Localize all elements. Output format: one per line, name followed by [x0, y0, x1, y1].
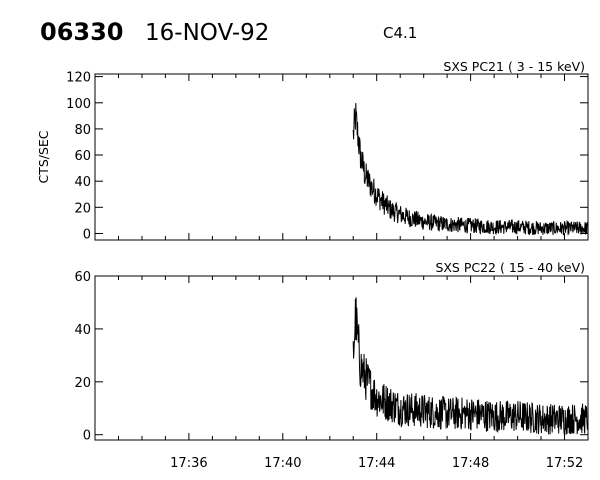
- y-tick-label: 40: [74, 323, 91, 338]
- panel-pc21-ylabel: CTS/SEC: [36, 130, 51, 183]
- x-tick-label: 17:36: [170, 456, 207, 471]
- y-tick-label: 120: [66, 71, 91, 86]
- y-tick-label: 0: [83, 429, 91, 444]
- y-tick-label: 20: [74, 376, 91, 391]
- panel-pc21: SXS PC21 ( 3 - 15 keV) CTS/SEC 0 20 40 60 80…: [36, 59, 589, 243]
- y-tick-label: 0: [83, 228, 91, 243]
- y-tick-label: 100: [66, 97, 91, 112]
- y-tick-label: 60: [74, 270, 91, 285]
- panel-pc22-ticks: [94, 275, 589, 440]
- y-tick-label: 60: [74, 149, 91, 164]
- goes-class: C4.1: [383, 24, 417, 42]
- panel-pc22-frame: [94, 275, 589, 441]
- panel-pc21-frame: [94, 73, 589, 241]
- panel-pc21-tick-labels: 0 20 40 60 80 100 120: [66, 71, 91, 243]
- panel-pc22-title: SXS PC22 ( 15 - 40 keV): [435, 260, 585, 275]
- x-tick-label: 17:48: [452, 456, 489, 471]
- y-tick-label: 40: [74, 175, 91, 190]
- panel-pc22: SXS PC22 ( 15 - 40 keV) 0 20 40 60: [74, 260, 589, 444]
- y-tick-label: 20: [74, 201, 91, 216]
- panel-pc22-series-line: [352, 297, 589, 436]
- panel-pc21-ticks: [94, 74, 589, 240]
- x-tick-label: 17:52: [546, 456, 583, 471]
- flare-date: 16-NOV-92: [145, 20, 269, 46]
- flare-id: 06330: [40, 18, 124, 46]
- y-tick-label: 80: [74, 123, 91, 138]
- x-tick-label: 17:44: [358, 456, 395, 471]
- panel-pc21-series-line: [352, 102, 589, 236]
- panel-pc22-tick-labels: 0 20 40 60: [74, 270, 91, 444]
- panel-pc21-title: SXS PC21 ( 3 - 15 keV): [443, 59, 585, 74]
- x-axis-tick-labels: 17:36 17:40 17:44 17:48 17:52: [170, 456, 583, 471]
- x-tick-label: 17:40: [264, 456, 301, 471]
